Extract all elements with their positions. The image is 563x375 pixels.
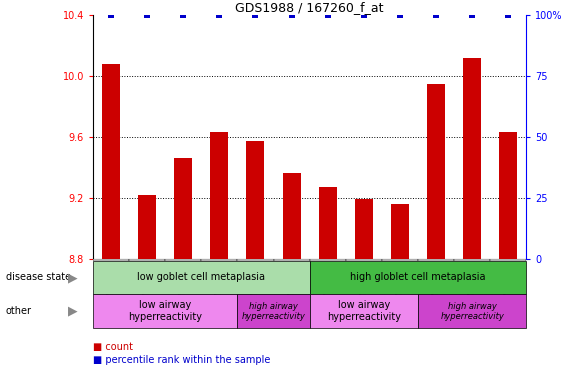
Bar (391, 204, 409, 259)
Bar (499, 132, 517, 259)
Bar (165, 259, 202, 261)
Bar (238, 294, 310, 328)
Bar (355, 200, 373, 259)
Bar (319, 187, 337, 259)
Bar (382, 259, 418, 261)
Text: high airway
hyperreactivity: high airway hyperreactivity (440, 302, 504, 321)
Text: disease state: disease state (6, 273, 71, 282)
Bar (418, 294, 526, 328)
Text: ■ count: ■ count (93, 342, 133, 352)
Text: high airway
hyperreactivity: high airway hyperreactivity (242, 302, 306, 321)
Bar (463, 58, 481, 259)
Bar (346, 259, 382, 261)
Bar (93, 259, 129, 261)
Text: low goblet cell metaplasia: low goblet cell metaplasia (137, 273, 265, 282)
Text: low airway
hyperreactivity: low airway hyperreactivity (128, 300, 202, 322)
Bar (274, 259, 310, 261)
Text: ▶: ▶ (68, 271, 78, 284)
Bar (102, 64, 120, 259)
Bar (138, 195, 156, 259)
Bar (427, 84, 445, 259)
Text: ▶: ▶ (68, 305, 78, 318)
Text: ■ percentile rank within the sample: ■ percentile rank within the sample (93, 355, 270, 365)
Bar (211, 132, 229, 259)
Bar (174, 158, 192, 259)
Text: other: other (6, 306, 32, 316)
Text: low airway
hyperreactivity: low airway hyperreactivity (327, 300, 401, 322)
Bar (93, 261, 310, 294)
Text: high globlet cell metaplasia: high globlet cell metaplasia (350, 273, 486, 282)
Bar (93, 294, 238, 328)
Bar (454, 259, 490, 261)
Bar (247, 141, 265, 259)
Bar (283, 174, 301, 259)
Bar (310, 259, 346, 261)
Bar (490, 259, 526, 261)
Bar (310, 294, 418, 328)
Bar (202, 259, 238, 261)
Title: GDS1988 / 167260_f_at: GDS1988 / 167260_f_at (235, 1, 384, 14)
Bar (418, 259, 454, 261)
Bar (310, 261, 526, 294)
Bar (129, 259, 165, 261)
Bar (238, 259, 274, 261)
